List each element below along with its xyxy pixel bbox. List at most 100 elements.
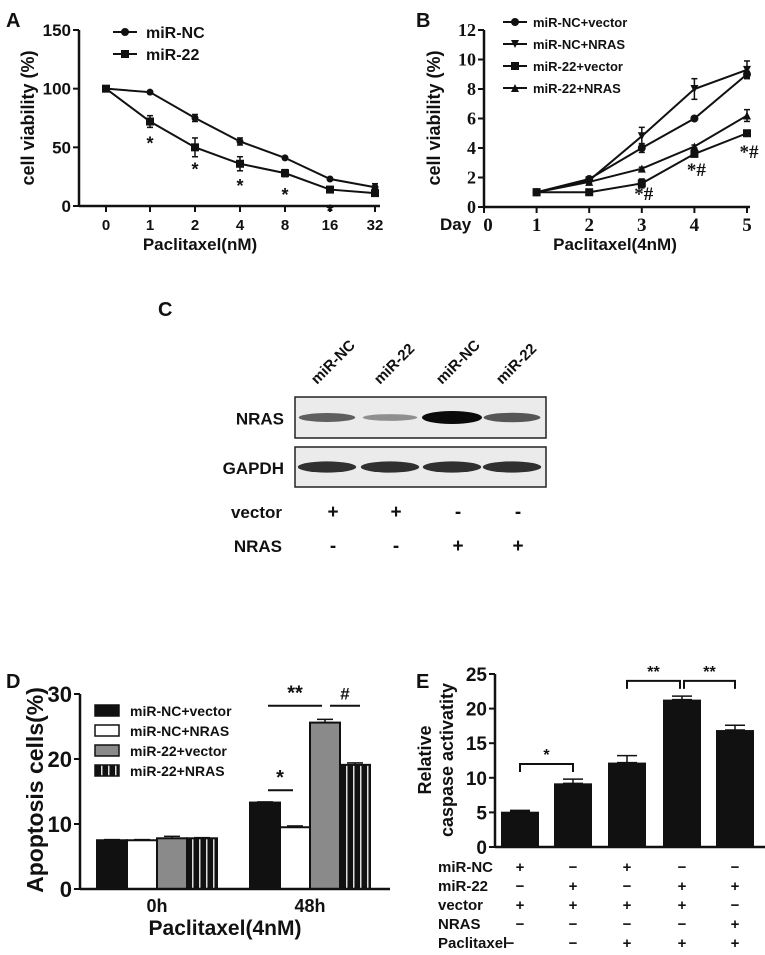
condition-sign: −	[516, 916, 525, 933]
significance-mark: *	[191, 159, 198, 179]
blot-band	[298, 413, 356, 422]
data-point	[146, 117, 154, 126]
legend-label: miR-22+NRAS	[130, 763, 225, 779]
data-point	[371, 189, 379, 198]
condition-label: vector	[231, 503, 282, 522]
data-point	[326, 185, 334, 194]
y-tick-label: 25	[466, 665, 488, 686]
bar-miR-NC+NRAS-0h	[126, 839, 158, 890]
legend-label: miR-NC+NRAS	[533, 37, 625, 52]
bar	[608, 762, 646, 847]
data-point	[146, 88, 154, 96]
blot-band	[360, 461, 420, 473]
significance-bracket	[683, 679, 736, 689]
panel-label-a: A	[6, 10, 20, 32]
data-point	[743, 111, 751, 120]
legend-label: miR-22+vector	[130, 743, 227, 759]
x-tick-label: 16	[322, 217, 339, 234]
legend-marker	[511, 62, 519, 70]
x-tick-label: 1	[532, 215, 542, 236]
condition-sign: −	[623, 916, 632, 933]
y-axis-label: caspase activatity	[437, 683, 457, 837]
y-tick-label: 30	[48, 682, 72, 707]
bar-miR-22+NRAS-0h	[186, 837, 218, 890]
data-point	[743, 129, 751, 138]
legend-label: miR-22+vector	[533, 59, 623, 74]
significance-bracket	[626, 679, 681, 689]
blot-band	[482, 461, 542, 473]
y-tick-label: 4	[467, 138, 476, 158]
condition-sign: −	[623, 878, 632, 895]
legend-marker	[511, 18, 519, 26]
x-tick-label: 3	[637, 215, 647, 236]
condition-sign: -	[455, 502, 461, 523]
bar-miR-22+vector-48h	[309, 721, 341, 890]
significance-mark: *#	[687, 160, 707, 181]
x-tick-label: 2	[584, 215, 594, 236]
condition-sign: −	[678, 859, 687, 876]
x-axis-label: Paclitaxel(4nM)	[553, 235, 677, 254]
blot-band	[483, 412, 541, 423]
condition-sign: +	[731, 935, 740, 952]
x-tick-label: 4	[690, 215, 700, 236]
y-tick-label: 6	[467, 109, 476, 129]
legend-label: miR-22+NRAS	[533, 81, 621, 96]
condition-sign: −	[569, 859, 578, 876]
data-point	[371, 183, 379, 191]
condition-label: vector	[438, 897, 483, 914]
condition-sign: +	[678, 935, 687, 952]
legend-marker	[121, 28, 129, 36]
bar	[716, 730, 754, 847]
y-axis-label: Relative	[415, 725, 435, 794]
x-prefix-label: Day	[440, 215, 472, 234]
condition-sign: −	[569, 935, 578, 952]
significance-mark: **	[647, 664, 660, 681]
data-point	[637, 144, 646, 152]
panel-label-d: D	[6, 671, 20, 693]
blot-row-label: NRAS	[236, 410, 284, 429]
condition-sign: −	[506, 935, 515, 952]
data-point	[236, 137, 244, 145]
data-point	[690, 85, 699, 93]
condition-sign: +	[678, 878, 687, 895]
x-tick-label: 4	[236, 217, 245, 234]
condition-sign: +	[731, 916, 740, 933]
legend-label: miR-NC+NRAS	[130, 723, 229, 739]
y-tick-label: 12	[458, 20, 476, 40]
data-point	[532, 188, 541, 197]
legend-marker	[121, 50, 129, 58]
bar-miR-NC+NRAS-48h	[279, 826, 311, 890]
legend-label: miR-NC+vector	[130, 703, 232, 719]
condition-label: NRAS	[438, 916, 481, 933]
condition-label: miR-NC	[438, 859, 493, 876]
condition-sign: +	[327, 502, 338, 523]
x-tick-label: 8	[281, 217, 289, 234]
condition-sign: +	[623, 859, 632, 876]
bar	[554, 783, 592, 847]
bar	[663, 699, 701, 847]
legend-marker	[511, 40, 519, 48]
blot-band	[362, 414, 418, 421]
legend-swatch	[94, 704, 120, 717]
y-tick-label: 20	[466, 700, 487, 721]
condition-label: NRAS	[234, 537, 282, 556]
y-tick-label: 10	[48, 812, 72, 837]
data-point	[637, 132, 646, 141]
x-tick-label: 5	[742, 215, 752, 236]
panel-label-c: C	[158, 299, 172, 321]
significance-mark: *	[543, 747, 550, 764]
condition-sign: −	[731, 897, 740, 914]
lane-label: miR-NC	[433, 337, 484, 388]
x-tick-label: 0	[102, 217, 110, 234]
y-tick-label: 50	[52, 138, 71, 157]
bar	[501, 811, 539, 847]
blot-band	[422, 411, 482, 424]
y-tick-label: 20	[48, 747, 72, 772]
legend-marker	[511, 84, 519, 92]
data-point	[236, 159, 244, 168]
significance-mark: *#	[634, 184, 654, 205]
x-tick-label: 2	[191, 217, 199, 234]
condition-sign: −	[569, 916, 578, 933]
y-tick-label: 15	[466, 734, 488, 755]
